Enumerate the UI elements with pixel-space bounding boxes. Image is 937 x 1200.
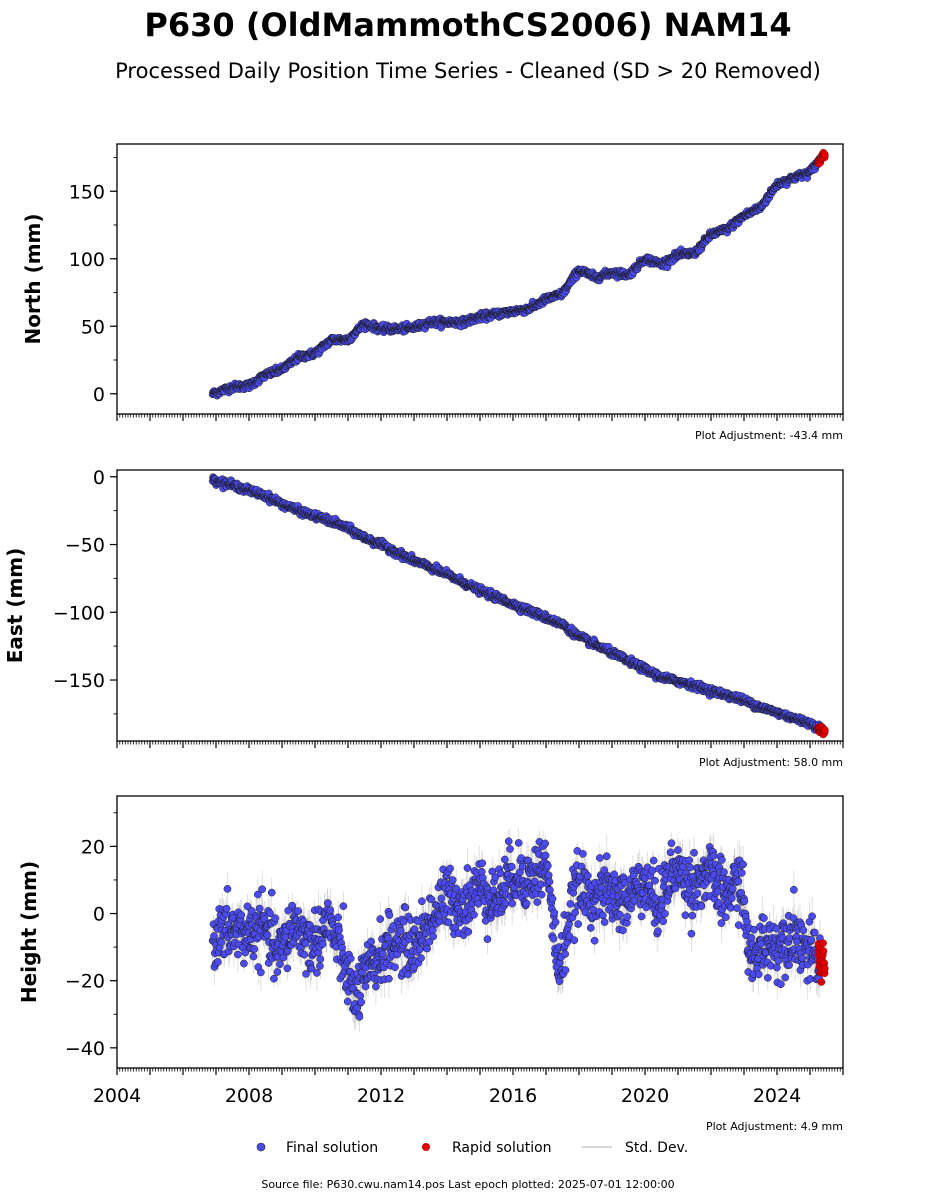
final-solution-points	[208, 473, 826, 735]
figure-subtitle: Processed Daily Position Time Series - C…	[115, 59, 821, 83]
y-tick-label: 0	[93, 384, 105, 406]
rapid-point	[821, 150, 829, 159]
plot-area	[208, 473, 829, 739]
figure-title: P630 (OldMammothCS2006) NAM14	[144, 6, 791, 44]
final-solution-points	[208, 152, 826, 400]
y-tick-label: 50	[81, 316, 105, 338]
rapid-solution-points	[814, 148, 829, 168]
panel-1: 0 50 100 150 North (mm) Plot Adjustment: -43.…	[21, 143, 844, 442]
plot-area	[208, 148, 829, 400]
panels: 0 50 100 150 North (mm) Plot Adjustment: -43.…	[3, 143, 844, 1133]
plot-adjustment: Plot Adjustment: -43.4 mm	[695, 429, 843, 442]
panel-frame	[116, 143, 844, 415]
y-axis-label: North (mm)	[21, 213, 45, 344]
y-tick-label: 150	[69, 181, 105, 203]
y-tick-label: 100	[69, 249, 105, 271]
